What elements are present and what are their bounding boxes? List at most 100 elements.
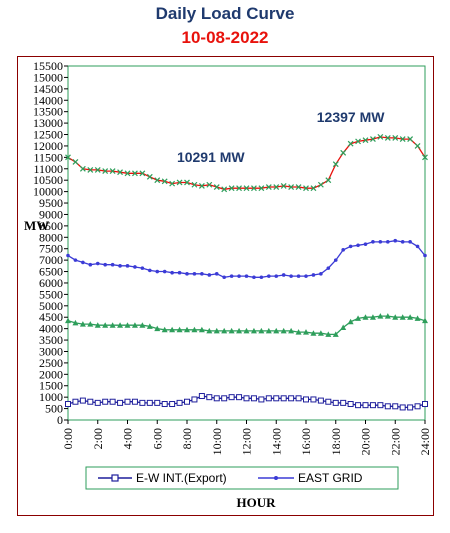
- x-tick-label: 4:00: [121, 428, 135, 449]
- data-point: [303, 329, 309, 335]
- data-point: [378, 240, 383, 244]
- data-point: [81, 260, 85, 265]
- data-point: [109, 398, 116, 405]
- data-point: [399, 404, 406, 411]
- y-tick-label: 6500: [39, 265, 63, 279]
- data-point: [252, 275, 256, 280]
- data-point: [243, 395, 250, 402]
- y-tick-label: 15000: [33, 70, 63, 84]
- data-point: [79, 321, 86, 327]
- y-tick-label: 10500: [33, 173, 63, 187]
- x-tick-label: 20:00: [359, 428, 373, 455]
- data-point: [296, 274, 301, 278]
- data-point: [362, 137, 369, 144]
- data-point: [221, 395, 228, 402]
- data-point: [117, 399, 124, 406]
- data-point: [103, 262, 107, 267]
- data-point: [65, 154, 71, 161]
- data-point: [258, 185, 265, 192]
- data-point: [206, 327, 213, 334]
- data-point: [295, 395, 302, 402]
- series-lines: [65, 133, 428, 411]
- data-point: [161, 178, 168, 185]
- y-tick-label: 9500: [39, 196, 63, 210]
- data-point: [377, 402, 384, 409]
- data-point: [87, 166, 94, 173]
- data-point: [267, 274, 271, 278]
- data-point: [94, 399, 101, 406]
- data-point: [369, 402, 376, 409]
- legend-box: [85, 466, 399, 490]
- data-point: [243, 327, 250, 334]
- data-point: [162, 269, 167, 274]
- data-point: [176, 399, 183, 406]
- data-point: [139, 399, 146, 406]
- y-tick-label: 12500: [33, 128, 63, 142]
- data-point: [161, 326, 168, 333]
- data-point: [325, 398, 332, 405]
- legend-label-ew: E-W INT.(Export): [136, 471, 227, 485]
- x-tick-label: 0:00: [61, 428, 75, 449]
- data-point: [200, 272, 204, 276]
- data-point: [347, 401, 354, 408]
- data-point: [94, 166, 101, 173]
- x-tick-label: 16:00: [299, 428, 313, 455]
- data-point: [369, 314, 376, 320]
- data-point: [161, 401, 168, 408]
- y-tick-label: 4500: [39, 310, 63, 324]
- data-point: [177, 270, 182, 275]
- data-point: [124, 170, 131, 177]
- y-tick-label: 7500: [39, 242, 63, 256]
- y-tick-label: 3000: [39, 344, 63, 358]
- data-point: [79, 397, 86, 404]
- data-point: [288, 327, 295, 334]
- y-tick-label: 4000: [39, 322, 63, 336]
- data-point: [124, 398, 131, 405]
- data-point: [250, 395, 257, 402]
- data-point: [386, 240, 390, 244]
- data-point: [221, 186, 228, 193]
- data-point: [110, 262, 115, 267]
- data-point: [229, 274, 234, 278]
- data-point: [170, 270, 174, 275]
- data-point: [237, 274, 241, 278]
- data-point: [414, 143, 421, 149]
- data-point: [348, 244, 353, 249]
- data-point: [139, 170, 146, 177]
- data-point: [258, 327, 265, 334]
- data-point: [65, 401, 71, 408]
- data-point: [384, 135, 391, 141]
- data-point: [251, 185, 257, 192]
- data-point: [265, 327, 272, 334]
- x-tick-label: 6:00: [150, 428, 164, 449]
- data-point: [131, 322, 138, 328]
- data-point: [392, 314, 399, 320]
- data-point: [371, 240, 375, 244]
- data-point: [392, 403, 399, 410]
- data-point: [303, 396, 309, 403]
- data-point: [347, 140, 354, 147]
- data-point: [325, 177, 332, 184]
- y-tick-label: 8000: [39, 230, 63, 244]
- data-point: [414, 403, 421, 410]
- data-point: [422, 401, 428, 408]
- y-tick-label: 14000: [33, 93, 63, 107]
- x-tick-label: 10:00: [210, 428, 224, 455]
- chart-title: Daily Load Curve: [155, 4, 295, 23]
- data-point: [236, 327, 243, 334]
- data-point: [146, 323, 153, 329]
- data-point: [94, 322, 101, 328]
- data-point: [146, 173, 153, 180]
- data-point: [333, 258, 338, 262]
- data-point: [265, 395, 272, 402]
- data-point: [102, 398, 109, 405]
- data-point: [347, 318, 354, 325]
- data-point: [355, 315, 362, 321]
- data-point: [243, 185, 250, 192]
- data-point: [95, 261, 100, 266]
- x-axis-ticks: 0:00 2:00 4:00 6:00 8:00 10:00 12:00 14:00 16:00…: [61, 420, 432, 455]
- data-point: [184, 179, 190, 186]
- data-point: [274, 274, 279, 278]
- data-point: [399, 314, 406, 320]
